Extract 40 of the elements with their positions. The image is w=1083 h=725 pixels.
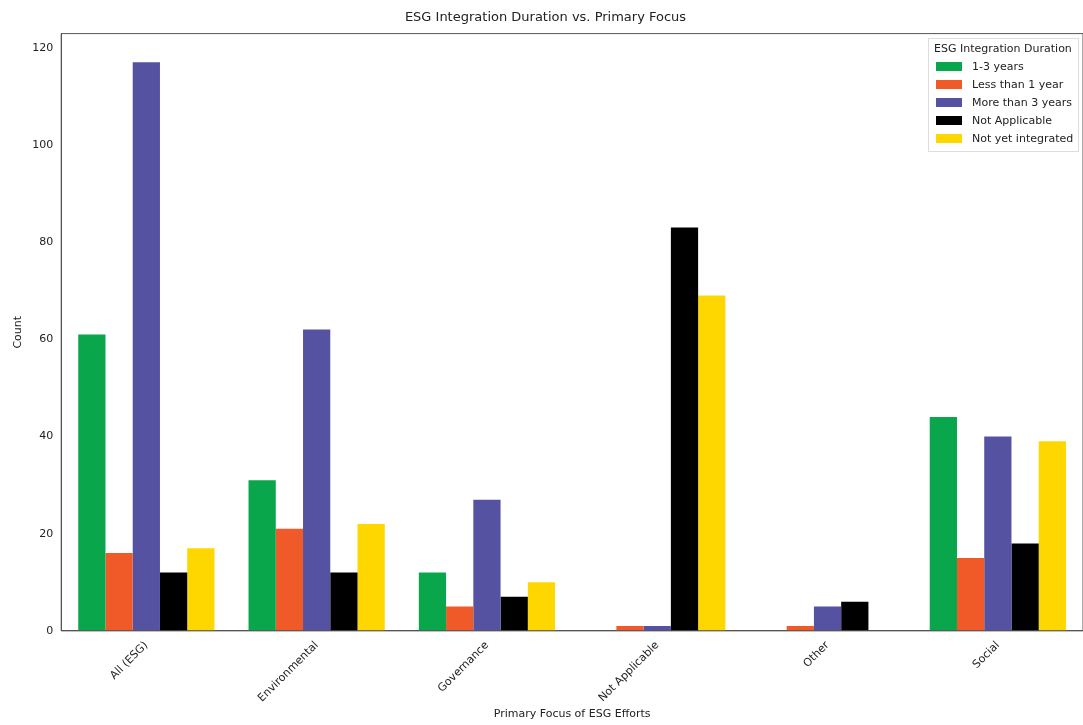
bar <box>275 528 304 631</box>
bar <box>418 572 447 631</box>
bar <box>1038 441 1066 631</box>
bar <box>956 557 985 631</box>
y-tick-label: 60 <box>39 332 54 346</box>
bar <box>105 553 133 631</box>
bar <box>1011 543 1039 631</box>
legend-label: Not Applicable <box>972 114 1052 128</box>
y-tick-label: 100 <box>32 137 54 151</box>
legend-label: 1-3 years <box>972 60 1024 74</box>
y-tick-label: 120 <box>32 40 54 54</box>
chart-title: ESG Integration Duration vs. Primary Focus <box>404 9 687 25</box>
bar <box>248 480 276 631</box>
y-tick-label: 80 <box>39 234 54 248</box>
y-axis-title: Count <box>11 315 25 349</box>
bar <box>446 606 474 631</box>
y-tick-label: 0 <box>46 623 54 637</box>
bar <box>303 329 331 631</box>
legend-label: Not yet integrated <box>972 132 1074 146</box>
x-axis-title: Primary Focus of ESG Efforts <box>493 707 651 721</box>
bar <box>473 499 501 631</box>
bar <box>330 572 358 631</box>
bar <box>929 417 957 631</box>
bar <box>187 548 215 631</box>
bar <box>132 62 160 631</box>
legend-label: More than 3 years <box>972 96 1073 110</box>
bar <box>500 596 528 631</box>
bar <box>841 601 869 631</box>
y-tick-label: 40 <box>39 429 54 443</box>
bar <box>984 436 1012 631</box>
bar <box>670 227 699 631</box>
y-tick-label: 20 <box>39 526 54 540</box>
bar <box>813 606 842 631</box>
legend-label: Less than 1 year <box>972 78 1064 92</box>
legend-title: ESG Integration Duration <box>934 41 1073 55</box>
bar <box>357 523 385 631</box>
bar <box>698 295 726 631</box>
bar <box>78 334 106 631</box>
bar <box>527 582 556 631</box>
bar <box>159 572 188 631</box>
